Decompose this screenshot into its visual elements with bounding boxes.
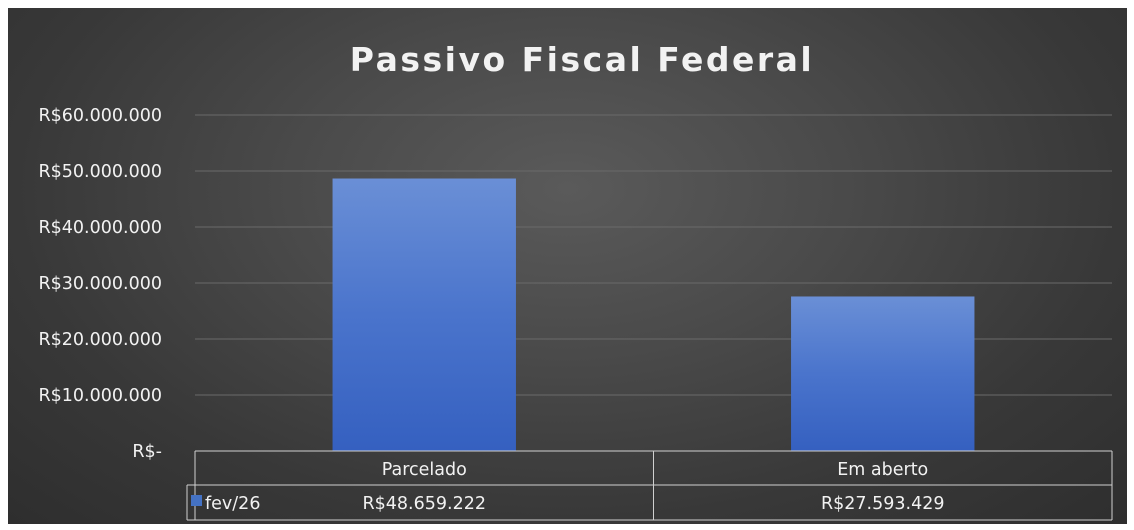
bar-parcelado xyxy=(332,178,516,451)
legend-series-name: fev/26 xyxy=(205,494,260,514)
y-tick-label: R$10.000.000 xyxy=(39,386,163,406)
data-value-label: R$27.593.429 xyxy=(821,494,945,514)
y-tick-label: R$40.000.000 xyxy=(39,218,163,238)
data-table: Parcelado R$48.659.222 Em aberto R$27.593.4… xyxy=(186,450,1113,521)
chart-title: Passivo Fiscal Federal xyxy=(350,40,814,79)
data-value-label: R$48.659.222 xyxy=(363,494,487,514)
y-tick-label: R$- xyxy=(132,442,162,462)
legend-key xyxy=(191,495,202,506)
bar-em-aberto xyxy=(791,296,975,451)
y-axis-tick-labels: R$- R$10.000.000 R$20.000.000 R$30.000.000 R… xyxy=(39,106,163,462)
y-tick-label: R$30.000.000 xyxy=(39,274,163,294)
category-label: Em aberto xyxy=(837,460,928,480)
y-tick-label: R$50.000.000 xyxy=(39,162,163,182)
y-tick-label: R$20.000.000 xyxy=(39,330,163,350)
y-tick-label: R$60.000.000 xyxy=(39,106,163,126)
bars xyxy=(332,178,975,451)
bar-chart: Passivo Fiscal Federal R$-R$10.000.000R$… xyxy=(39,40,1113,521)
category-label: Parcelado xyxy=(382,460,467,480)
chart-area: Passivo Fiscal Federal R$- R$10.000.000 R$… xyxy=(8,8,1127,524)
